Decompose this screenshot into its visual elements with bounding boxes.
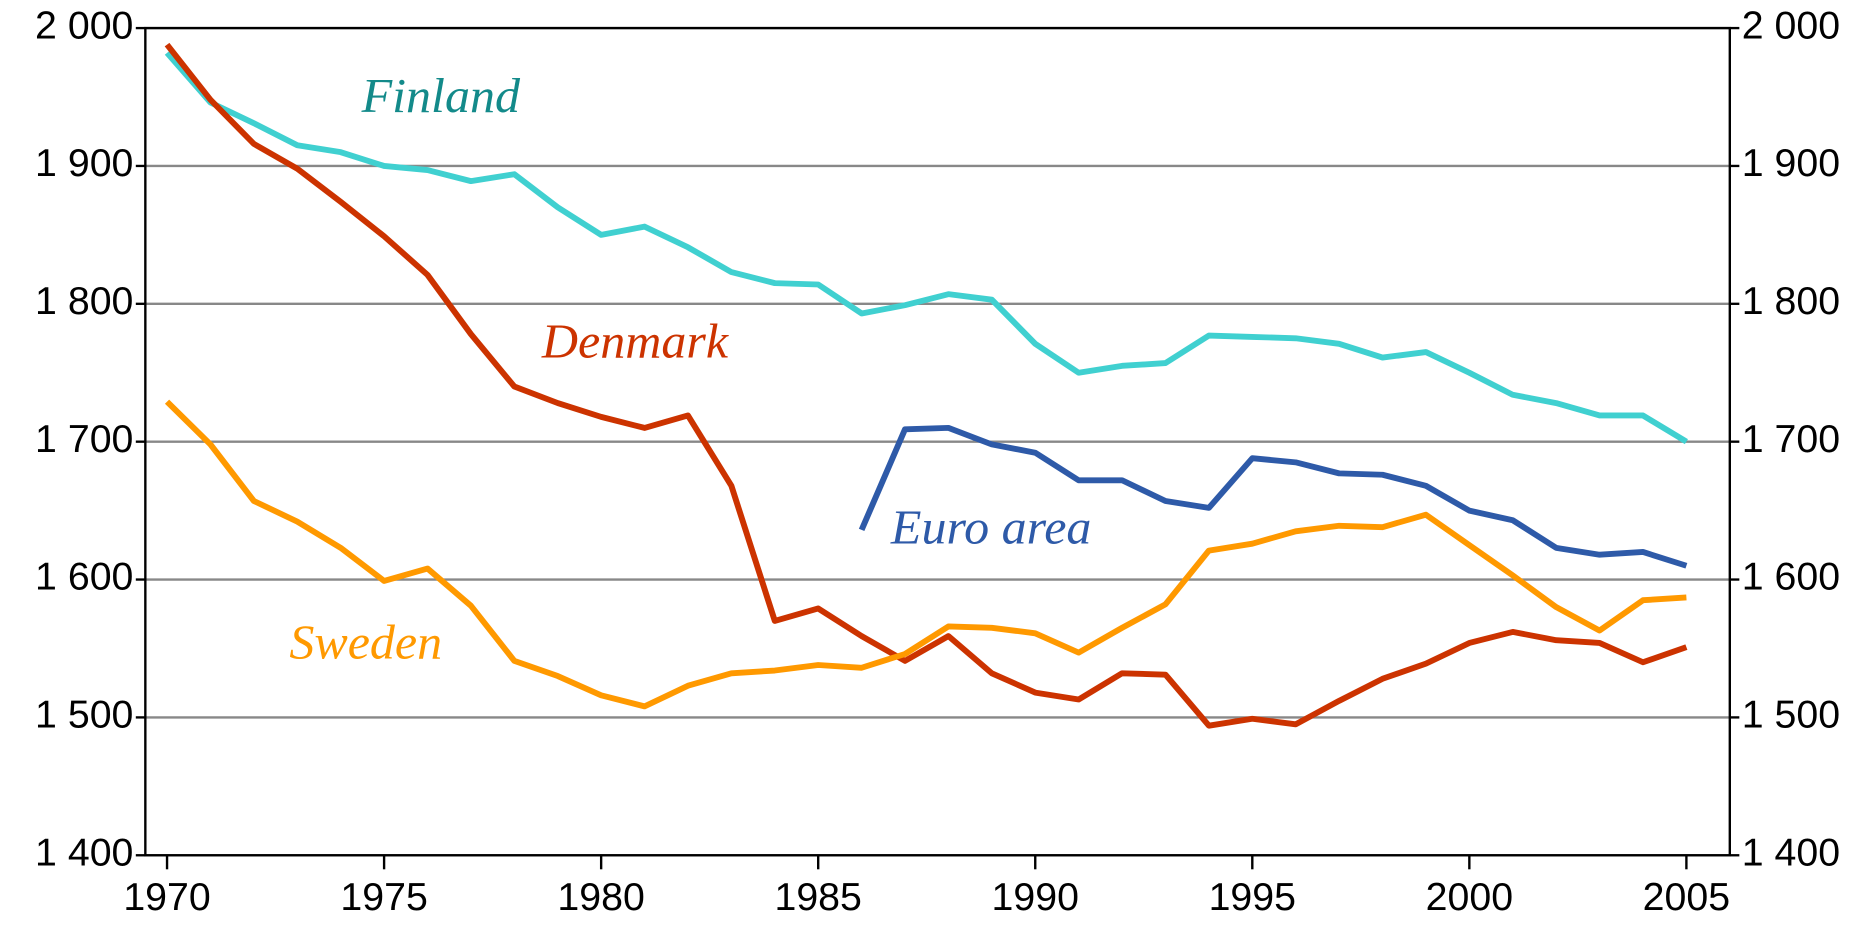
plot-frame	[144, 26, 1731, 857]
x-tick-label: 1990	[992, 876, 1079, 919]
series-label: Denmark	[541, 314, 729, 369]
y2-tick-label: 1 500	[1742, 694, 1840, 737]
y-tick-label: 1 600	[35, 556, 133, 599]
x-tick-label: 1985	[774, 876, 861, 919]
y-tick-label: 1 500	[35, 694, 133, 737]
y-tick-label: 1 900	[35, 142, 133, 185]
series-line	[164, 399, 1687, 710]
x-tick-label: 1980	[557, 876, 644, 919]
series-label: Sweden	[289, 615, 442, 670]
x-tick-label: 2005	[1643, 876, 1730, 919]
series-line	[164, 42, 1688, 729]
series-label: Finland	[361, 68, 521, 123]
x-tick-label: 1975	[340, 876, 427, 919]
y2-tick-label: 1 400	[1742, 832, 1840, 875]
y-tick-label: 2 000	[35, 5, 133, 48]
y2-tick-label: 1 800	[1742, 280, 1840, 323]
y2-tick-label: 1 600	[1742, 556, 1840, 599]
x-tick-label: 2000	[1426, 876, 1513, 919]
y2-tick-label: 2 000	[1742, 5, 1840, 48]
y-tick-label: 1 700	[35, 418, 133, 461]
y2-tick-label: 1 700	[1742, 418, 1840, 461]
y2-tick-label: 1 900	[1742, 142, 1840, 185]
x-tick-label: 1995	[1209, 876, 1296, 919]
y-tick-label: 1 400	[35, 832, 133, 875]
x-tick-label: 1970	[123, 876, 210, 919]
series-line	[164, 50, 1688, 445]
series-label: Euro area	[890, 500, 1092, 555]
series-line	[858, 424, 1688, 569]
y-tick-label: 1 800	[35, 280, 133, 323]
